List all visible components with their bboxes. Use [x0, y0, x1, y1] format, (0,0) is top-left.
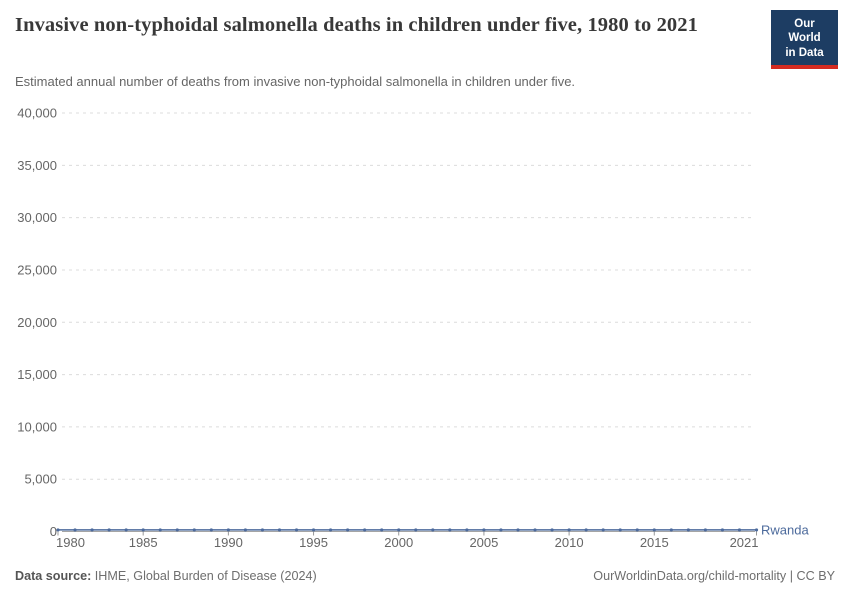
data-source-label: Data source:: [15, 569, 92, 583]
x-tick-label: 2000: [384, 535, 413, 550]
data-point[interactable]: [533, 528, 537, 532]
data-point[interactable]: [363, 528, 367, 532]
data-point[interactable]: [226, 528, 230, 532]
data-point[interactable]: [380, 528, 384, 532]
x-tick-label: 2015: [640, 535, 669, 550]
logo-text-line2: in Data: [785, 46, 824, 59]
data-point[interactable]: [397, 528, 401, 532]
y-tick-label: 40,000: [17, 106, 57, 121]
data-point[interactable]: [652, 528, 656, 532]
data-point[interactable]: [635, 528, 639, 532]
data-point[interactable]: [584, 528, 588, 532]
x-tick-label: 2010: [555, 535, 584, 550]
data-point[interactable]: [448, 528, 452, 532]
data-source[interactable]: Data source: IHME, Global Burden of Dise…: [15, 569, 317, 583]
owid-logo[interactable]: Our World in Data: [771, 10, 838, 70]
data-point[interactable]: [124, 528, 128, 532]
y-tick-label: 35,000: [17, 158, 57, 173]
data-point[interactable]: [243, 528, 248, 532]
y-tick-label: 10,000: [17, 419, 57, 434]
data-point[interactable]: [431, 528, 435, 532]
data-point[interactable]: [346, 528, 350, 532]
data-point[interactable]: [294, 528, 299, 532]
x-tick-label: 1980: [56, 535, 85, 550]
data-point[interactable]: [192, 528, 196, 532]
data-point[interactable]: [482, 528, 486, 532]
logo-text-line1: Our World: [788, 18, 821, 45]
data-point[interactable]: [754, 528, 759, 532]
data-point[interactable]: [56, 528, 60, 532]
data-point[interactable]: [158, 528, 162, 532]
y-tick-label: 0: [50, 524, 57, 539]
entity-label[interactable]: Rwanda: [761, 522, 809, 537]
owid-credit-link[interactable]: OurWorldinData.org/child-mortality | CC …: [593, 569, 835, 583]
data-point[interactable]: [90, 528, 94, 532]
data-point[interactable]: [737, 528, 742, 532]
data-point[interactable]: [720, 528, 725, 532]
data-source-text: IHME, Global Burden of Disease (2024): [91, 569, 317, 583]
data-point[interactable]: [73, 528, 77, 532]
data-point[interactable]: [516, 528, 520, 532]
data-point[interactable]: [175, 528, 179, 532]
data-point[interactable]: [601, 528, 605, 532]
y-tick-label: 30,000: [17, 210, 57, 225]
chart-subtitle: Estimated annual number of deaths from i…: [15, 74, 576, 89]
x-tick-label: 1990: [214, 535, 243, 550]
data-point[interactable]: [260, 528, 265, 532]
data-point[interactable]: [550, 528, 554, 532]
data-point[interactable]: [141, 528, 145, 532]
data-point[interactable]: [107, 528, 111, 532]
data-point[interactable]: [499, 528, 503, 532]
y-tick-label: 15,000: [17, 367, 57, 382]
data-point[interactable]: [414, 528, 418, 532]
page-title: Invasive non-typhoidal salmonella deaths…: [15, 14, 698, 36]
x-tick-label: 2005: [469, 535, 498, 550]
data-point[interactable]: [669, 528, 673, 532]
data-point[interactable]: [465, 528, 469, 532]
data-point[interactable]: [703, 528, 707, 532]
x-tick-label: 2021: [730, 535, 759, 550]
data-point[interactable]: [328, 528, 333, 532]
data-point[interactable]: [618, 528, 622, 532]
y-tick-label: 5,000: [24, 472, 57, 487]
data-point[interactable]: [209, 528, 213, 532]
y-tick-label: 25,000: [17, 262, 57, 277]
data-point[interactable]: [567, 528, 571, 532]
data-point[interactable]: [686, 528, 690, 532]
x-tick-label: 1985: [129, 535, 158, 550]
data-point[interactable]: [311, 528, 316, 532]
y-tick-label: 20,000: [17, 315, 57, 330]
data-point[interactable]: [277, 528, 282, 532]
x-tick-label: 1995: [299, 535, 328, 550]
